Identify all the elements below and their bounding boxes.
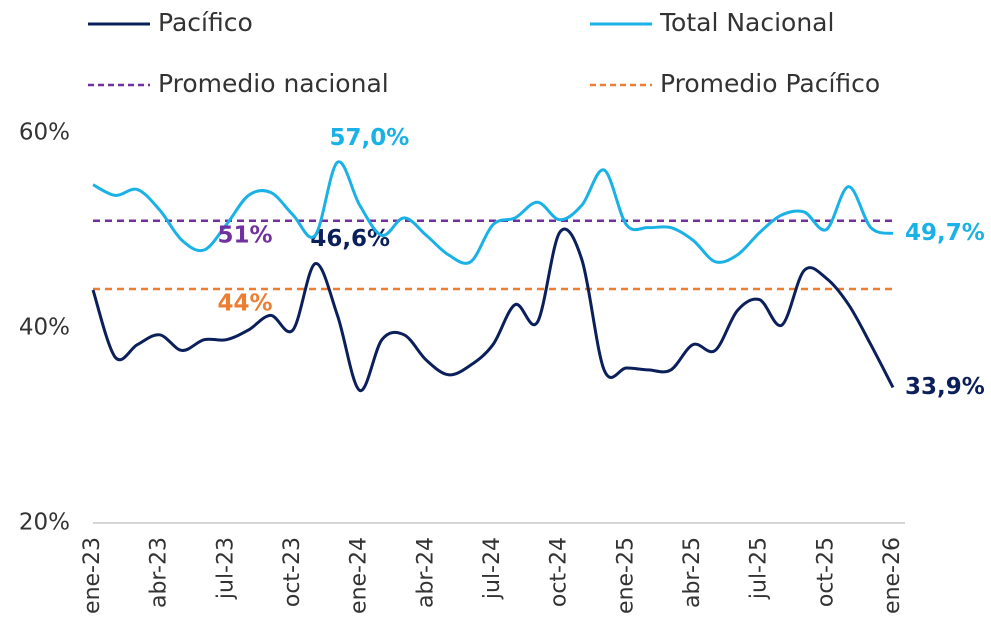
x-tick-label: jul-24 xyxy=(480,537,505,600)
data-label: 49,7% xyxy=(905,220,985,246)
y-tick-label: 20% xyxy=(19,510,70,536)
legend-label: Pacífico xyxy=(158,8,253,37)
y-tick-label: 40% xyxy=(19,315,70,341)
x-tick-label: ene-24 xyxy=(347,537,372,614)
x-tick-label: ene-23 xyxy=(80,537,105,614)
y-tick-label: 60% xyxy=(19,120,70,146)
legend-label: Total Nacional xyxy=(659,8,834,37)
x-tick-label: jul-23 xyxy=(213,537,238,600)
x-tick-label: oct-24 xyxy=(547,537,572,607)
data-label: 33,9% xyxy=(905,374,985,400)
data-label: 57,0% xyxy=(330,125,410,151)
series-line xyxy=(92,160,894,265)
x-tick-label: ene-25 xyxy=(613,537,638,614)
x-tick-label: oct-25 xyxy=(813,537,838,607)
x-tick-label: oct-23 xyxy=(280,537,305,607)
data-label: 46,6% xyxy=(310,226,390,252)
x-tick-label: jul-25 xyxy=(747,537,772,600)
series-line xyxy=(91,227,895,392)
legend-label: Promedio nacional xyxy=(158,69,389,98)
x-tick-label: ene-26 xyxy=(880,537,905,614)
legend-label: Promedio Pacífico xyxy=(660,69,880,98)
reference-label: 44% xyxy=(217,291,272,317)
reference-label: 51% xyxy=(217,222,272,248)
x-tick-label: abr-25 xyxy=(680,537,705,608)
x-tick-label: abr-24 xyxy=(413,537,438,608)
x-tick-label: abr-23 xyxy=(147,537,172,608)
